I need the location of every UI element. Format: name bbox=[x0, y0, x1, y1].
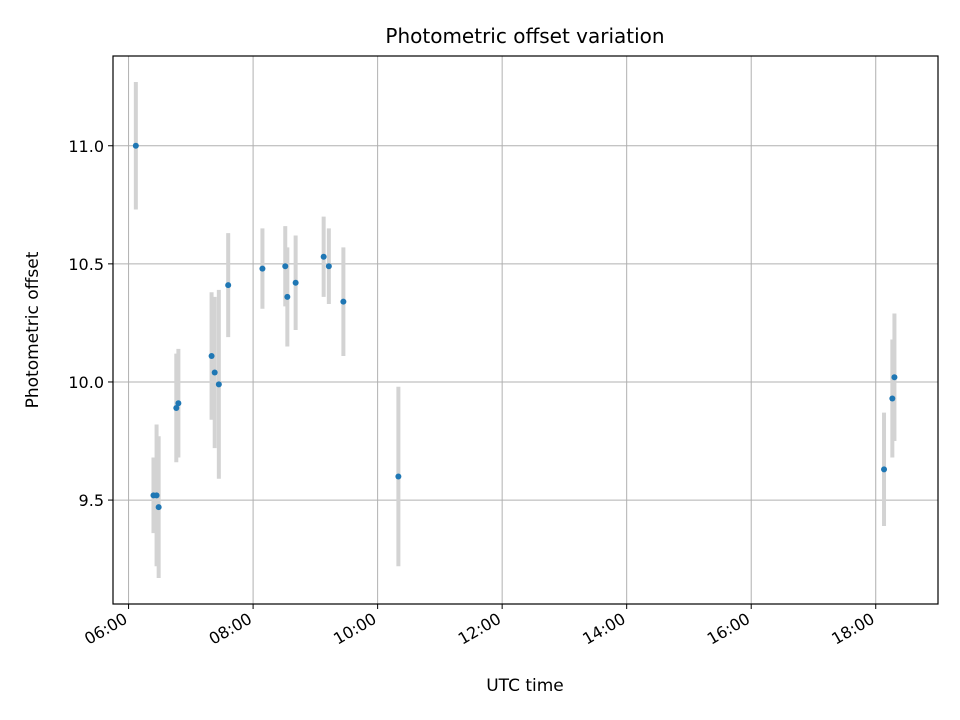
y-axis-label: Photometric offset bbox=[23, 251, 43, 408]
y-tick-label: 10.5 bbox=[68, 255, 104, 274]
y-axis-ticks: 9.5 10.0 10.5 11.0 bbox=[68, 137, 113, 510]
grid-lines bbox=[113, 56, 938, 604]
data-point bbox=[891, 374, 898, 381]
plot-area bbox=[113, 56, 938, 604]
y-tick-label: 10.0 bbox=[68, 373, 104, 392]
data-point bbox=[153, 492, 160, 499]
data-point bbox=[175, 400, 182, 407]
y-tick-label: 11.0 bbox=[68, 137, 104, 156]
data-point bbox=[320, 253, 327, 260]
x-axis-label: UTC time bbox=[486, 676, 564, 696]
data-point bbox=[173, 404, 180, 411]
data-point bbox=[211, 369, 218, 376]
plot-frame bbox=[112, 55, 939, 605]
data-point bbox=[881, 466, 888, 473]
data-point bbox=[282, 263, 289, 270]
data-point bbox=[215, 381, 222, 388]
data-point bbox=[284, 293, 291, 300]
data-point bbox=[132, 142, 139, 149]
chart-title: Photometric offset variation bbox=[385, 24, 664, 48]
data-point bbox=[225, 282, 232, 289]
data-point bbox=[259, 265, 266, 272]
data-point bbox=[292, 279, 299, 286]
data-point bbox=[155, 504, 162, 511]
data-point bbox=[325, 263, 332, 270]
data-point bbox=[208, 352, 215, 359]
data-point bbox=[395, 473, 402, 480]
data-points bbox=[132, 142, 898, 511]
y-tick-label: 9.5 bbox=[79, 491, 104, 510]
data-point bbox=[889, 395, 896, 402]
data-point bbox=[340, 298, 347, 305]
